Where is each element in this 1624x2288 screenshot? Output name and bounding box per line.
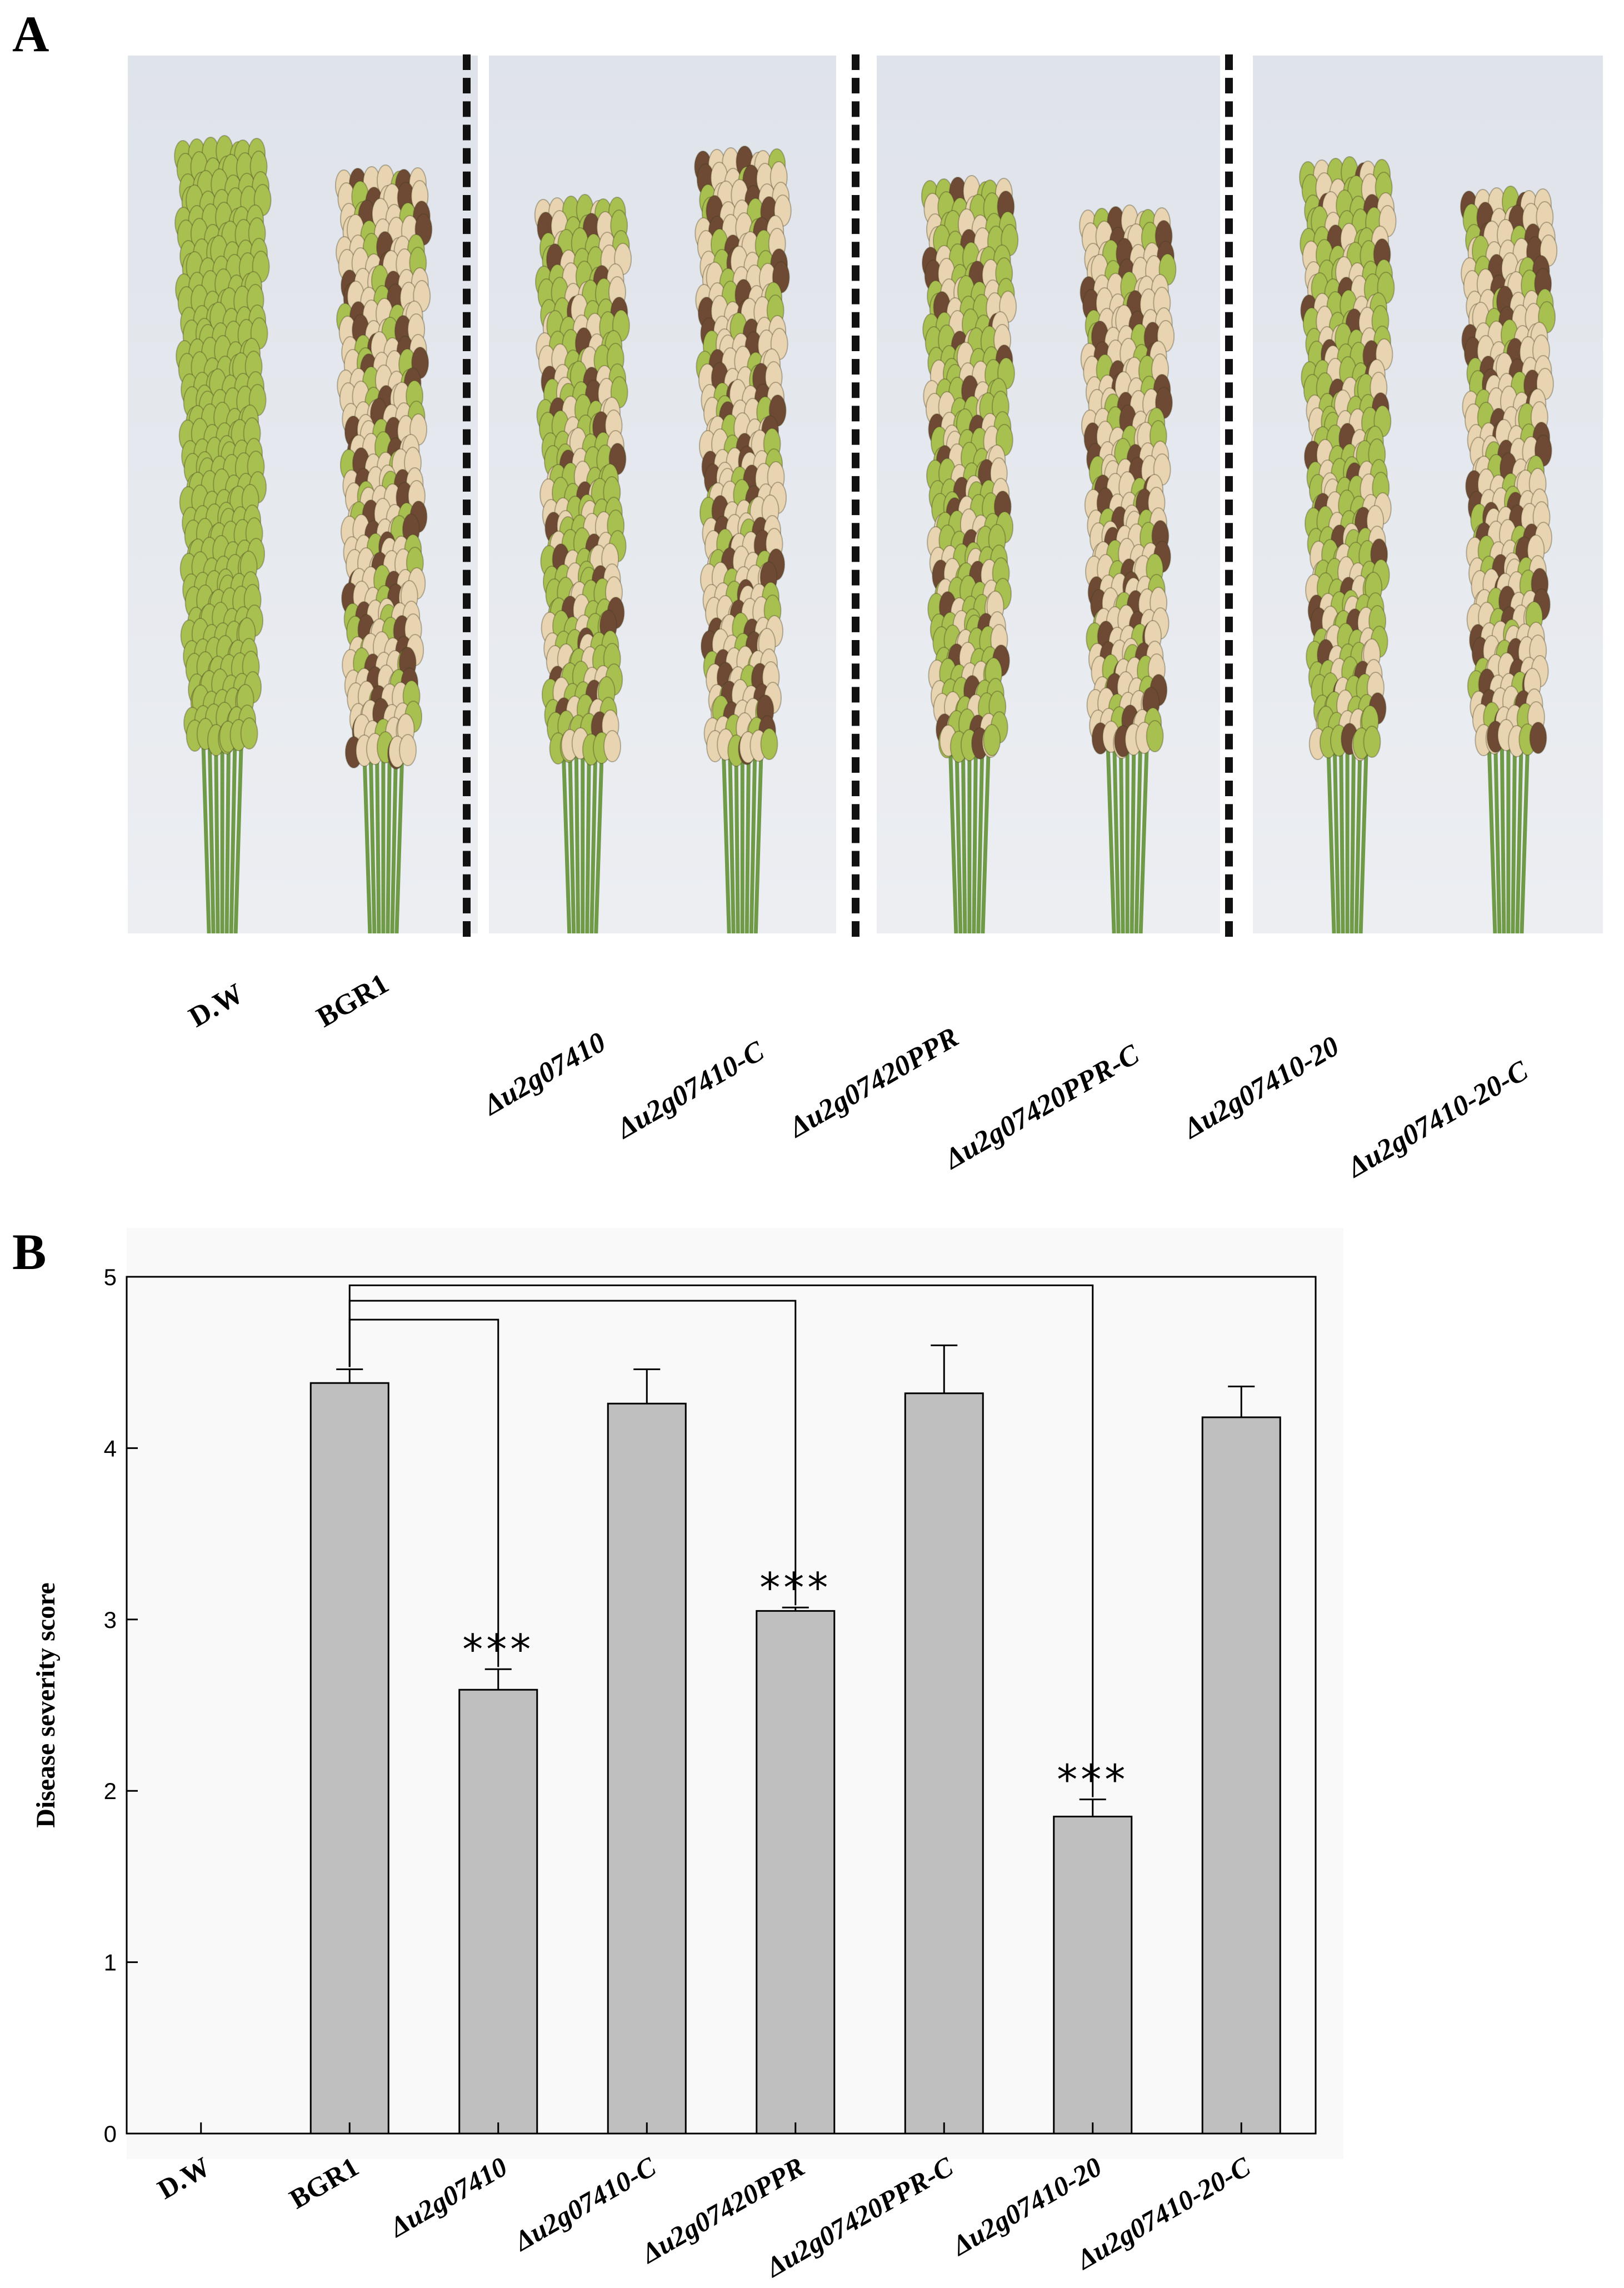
panicle-bundle [1299,156,1397,933]
bar [309,1382,389,2135]
panicle-photo [534,146,792,933]
panicle-bundle [694,146,792,933]
error-bar [782,1606,809,1611]
panicle-bundle [1079,204,1177,933]
significance-label: *** [1057,1756,1128,1804]
panicle-photo [1299,156,1558,933]
error-bar [484,1668,512,1690]
error-bar [336,1368,363,1383]
bar [904,1392,984,2135]
photo-panel-dw-bgr1 [128,56,478,933]
photo-label: Δu2g07410-20 [1178,1030,1345,1145]
photo-label: BGR1 [311,967,394,1034]
bar [1201,1416,1281,2135]
y-tick-label: 5 [104,1264,117,1290]
bar [607,1402,687,2135]
panel-a-letter: A [12,6,49,62]
photo-panel-u2g07410-20 [1253,56,1603,933]
y-tick-label: 0 [104,2121,117,2147]
error-bar [633,1368,661,1404]
x-tick-label: BGR1 [284,2151,363,2215]
error-bar [1079,1799,1106,1817]
y-tick-label: 2 [104,1778,117,1804]
x-tick-label: Δu2g07410 [383,2151,513,2244]
photo-label: Δu2g07410 [478,1026,611,1122]
photo-label: Δu2g07420PPR [783,1021,964,1144]
panicle-bundle [334,164,433,933]
dashed-divider [852,54,860,937]
photo-panel-u2g07410 [489,56,836,933]
photo-label: Δu2g07410-C [611,1035,769,1145]
error-bars-group [336,1344,1255,1817]
plot-frame [126,1276,1317,2135]
panicle-bundle [534,194,632,933]
y-tick-label: 4 [104,1435,117,1461]
y-axis: 0 1 2 3 4 5 [104,1264,138,2147]
panicle-photo [921,175,1177,933]
panicle-photo [174,135,433,933]
photo-label: Δu2g07410-20-C [1342,1055,1533,1184]
panicle-bundle [921,175,1019,933]
error-bar [1228,1385,1255,1417]
panel-a-photographs: A D.W BGR1 Δu2g07410 Δu2g07410-C Δu2g07420PP… [12,6,1603,1183]
dashed-divider [463,54,471,937]
photo-label: D.W [183,977,249,1034]
y-tick-label: 3 [104,1607,117,1633]
significance-bracket: *** [348,1284,1128,1804]
bar [1053,1815,1133,2135]
significance-label: *** [759,1564,831,1612]
bar [756,1610,836,2135]
y-tick-label: 1 [104,1950,117,1976]
y-axis-title: Disease severity score [31,1582,61,1828]
panicle-bundle [174,135,272,933]
plot-background [127,1228,1343,2159]
panel-b-letter: B [12,1223,47,1280]
bar [458,1688,538,2135]
significance-label: *** [462,1626,534,1673]
photo-label: Δu2g07420PPR-C [939,1038,1145,1176]
dashed-divider [1225,54,1233,937]
photo-panel-u2g07420ppr [877,56,1220,933]
error-bar [931,1344,958,1393]
significance-brackets: *** *** *** [348,1284,1128,1804]
bars-group [309,1382,1281,2135]
panicle-bundle [1460,186,1558,933]
